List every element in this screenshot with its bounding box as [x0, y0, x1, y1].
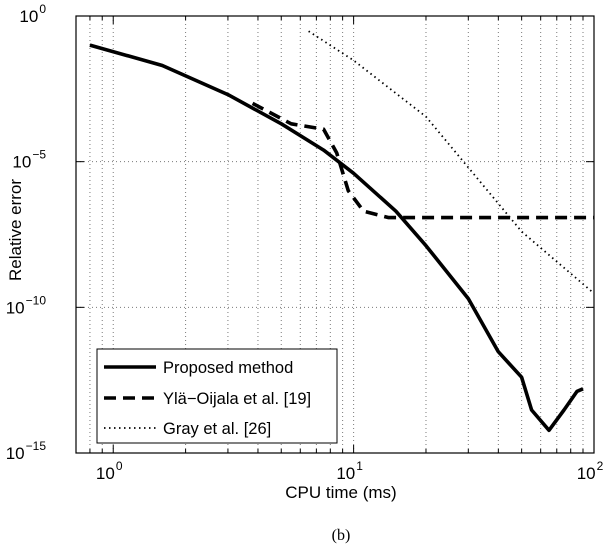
series-line-1: [251, 101, 594, 220]
legend: Proposed method Ylä−Oijala et al. [19] G…: [96, 348, 338, 444]
y-axis-label: Relative error: [6, 179, 25, 281]
series-line-0: [89, 43, 584, 433]
series-layer: [89, 30, 594, 433]
plot-frame: [75, 15, 595, 454]
x-axis-label: CPU time (ms): [285, 483, 396, 502]
legend-box: [96, 348, 338, 444]
legend-label-gray: Gray et al. [26]: [163, 420, 271, 438]
legend-label-yla-oijala: Ylä−Oijala et al. [19]: [163, 390, 311, 408]
legend-label-proposed: Proposed method: [163, 359, 293, 377]
series-line-2: [308, 30, 594, 295]
figure-caption: (b): [332, 527, 351, 544]
